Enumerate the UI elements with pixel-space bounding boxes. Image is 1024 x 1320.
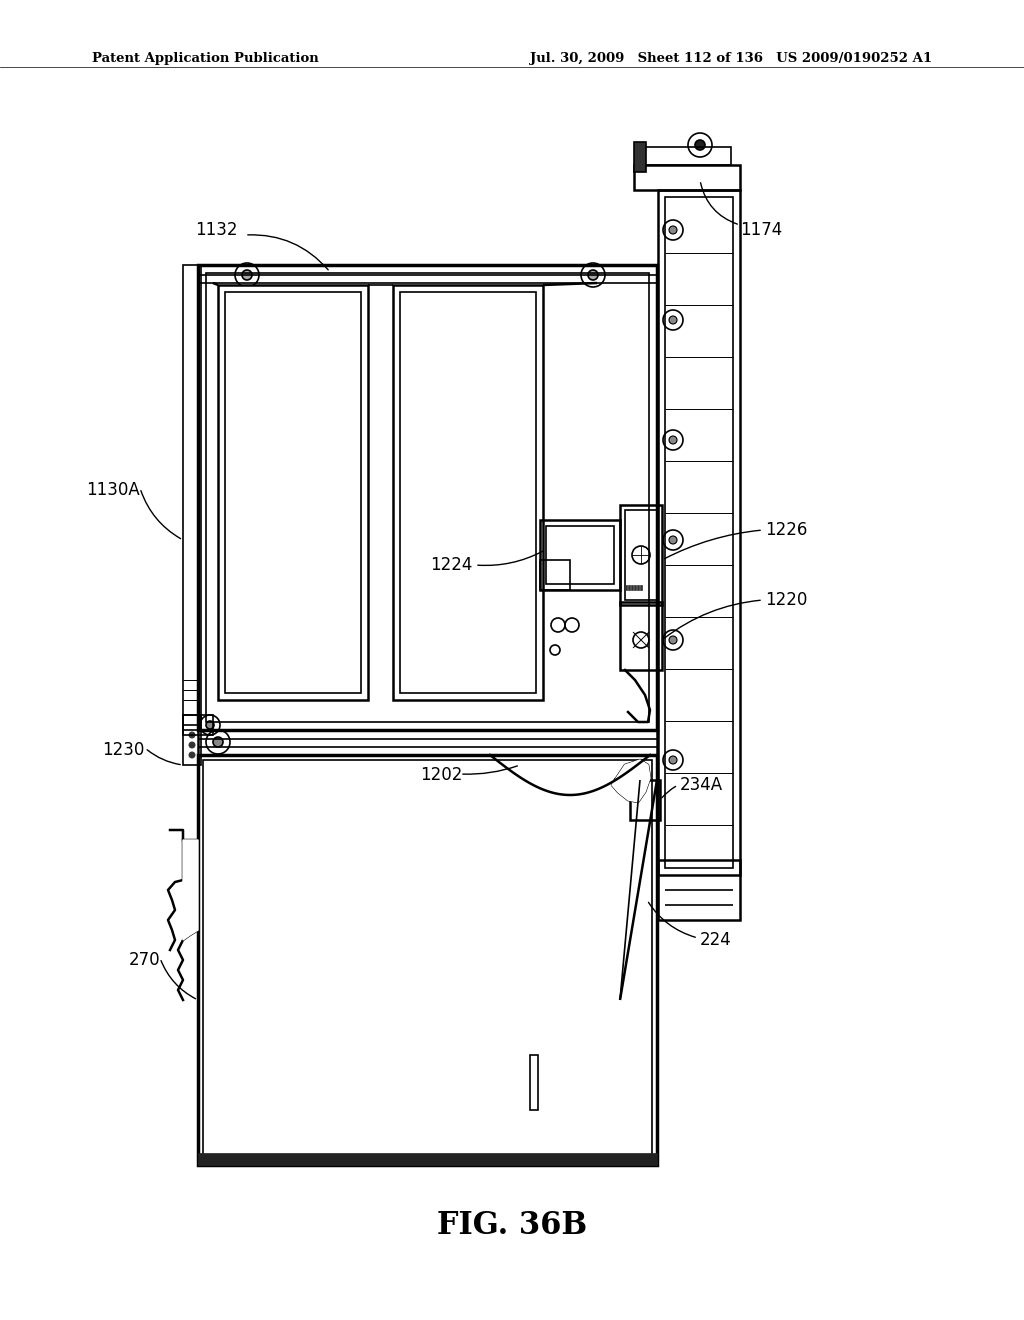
Bar: [218, 285, 368, 700]
Text: 224: 224: [700, 931, 732, 949]
Text: 1226: 1226: [765, 521, 807, 539]
Text: 1174: 1174: [740, 220, 782, 239]
Circle shape: [669, 436, 677, 444]
Circle shape: [669, 226, 677, 234]
Bar: [625, 585, 627, 590]
Circle shape: [588, 271, 598, 280]
Circle shape: [213, 737, 223, 747]
Bar: [637, 585, 639, 590]
Bar: [658, 861, 740, 920]
Text: 1230: 1230: [102, 741, 145, 759]
Bar: [540, 560, 570, 590]
Text: Jul. 30, 2009  Sheet 112 of 136  US 2009/0190252 A1: Jul. 30, 2009 Sheet 112 of 136 US 2009/0…: [529, 51, 932, 65]
Bar: [546, 525, 614, 583]
Text: 1224: 1224: [430, 556, 472, 574]
Bar: [658, 190, 740, 875]
Circle shape: [669, 636, 677, 644]
Bar: [634, 143, 646, 172]
Bar: [641, 147, 731, 165]
Bar: [620, 506, 662, 605]
Bar: [625, 510, 657, 601]
Bar: [183, 265, 201, 730]
Bar: [198, 755, 657, 1166]
Text: 234A: 234A: [680, 776, 723, 795]
Bar: [183, 715, 213, 735]
Bar: [665, 197, 733, 869]
Text: 1220: 1220: [765, 591, 807, 609]
Bar: [634, 585, 636, 590]
Bar: [400, 292, 536, 693]
Bar: [393, 285, 543, 700]
Text: 1130A: 1130A: [86, 480, 140, 499]
Circle shape: [669, 756, 677, 764]
Bar: [634, 165, 740, 190]
Bar: [628, 585, 630, 590]
Text: 1132: 1132: [195, 220, 238, 239]
Bar: [540, 520, 620, 590]
Bar: [203, 760, 652, 1160]
Circle shape: [189, 742, 195, 748]
Bar: [631, 585, 633, 590]
Polygon shape: [168, 830, 183, 950]
Text: 1202: 1202: [420, 766, 463, 784]
Polygon shape: [183, 840, 198, 940]
Circle shape: [242, 271, 252, 280]
Bar: [198, 1152, 657, 1166]
Circle shape: [189, 752, 195, 758]
Bar: [183, 715, 201, 766]
Bar: [198, 730, 657, 755]
Text: FIG. 36B: FIG. 36B: [437, 1209, 587, 1241]
Bar: [206, 273, 649, 722]
Bar: [640, 585, 642, 590]
Bar: [620, 602, 662, 671]
Text: 270: 270: [128, 950, 160, 969]
Polygon shape: [612, 760, 650, 803]
Circle shape: [669, 536, 677, 544]
Bar: [630, 780, 660, 820]
Bar: [225, 292, 361, 693]
Circle shape: [669, 315, 677, 323]
Bar: [530, 1055, 538, 1110]
Bar: [198, 265, 657, 730]
Text: Patent Application Publication: Patent Application Publication: [92, 51, 318, 65]
Circle shape: [206, 721, 214, 729]
Circle shape: [189, 733, 195, 738]
Circle shape: [695, 140, 705, 150]
